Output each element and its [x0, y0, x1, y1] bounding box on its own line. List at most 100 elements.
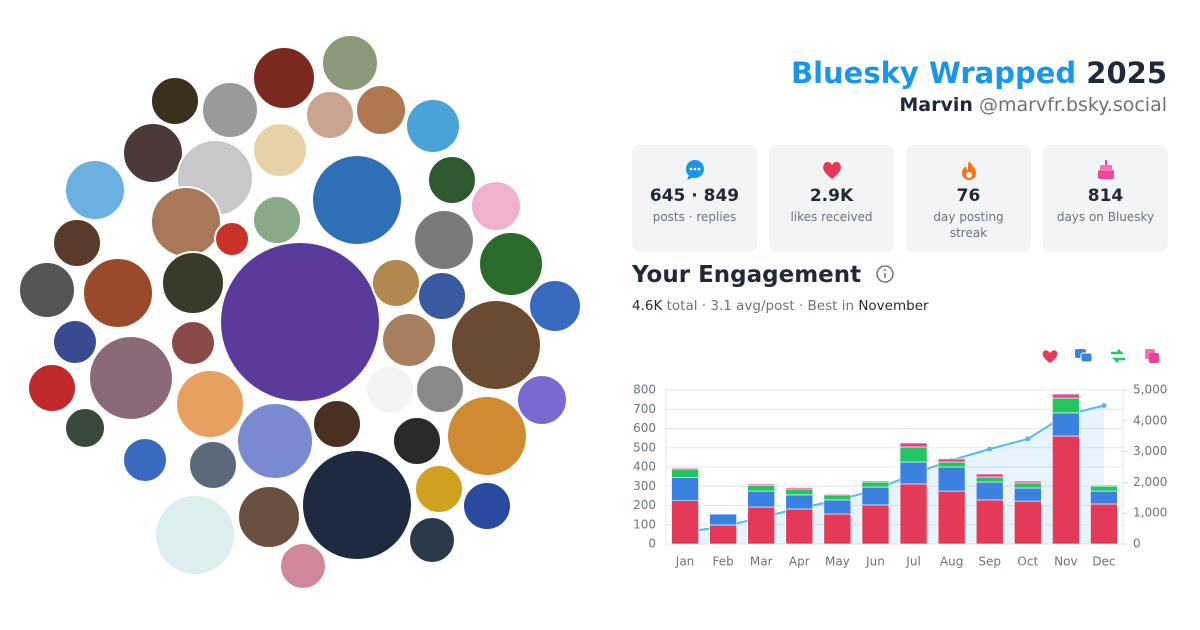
avatar [214, 221, 250, 257]
bar-segment [1090, 485, 1118, 492]
avatar [252, 46, 316, 110]
avatar [236, 402, 314, 480]
info-icon[interactable] [875, 264, 895, 284]
y2-tick-label: 5,000 [1133, 383, 1167, 397]
bar-segment [937, 461, 966, 468]
line-point [987, 446, 993, 452]
avatar [122, 122, 184, 184]
avatar [188, 440, 238, 490]
avatar [321, 34, 379, 92]
line-point [872, 487, 878, 493]
posts-icon [686, 160, 704, 180]
x-tick-label: Nov [1054, 555, 1077, 569]
bar-segment [1052, 397, 1080, 414]
avatar [201, 81, 259, 139]
x-tick-label: Jul [905, 555, 920, 569]
bar-segment [785, 488, 814, 496]
avatar [528, 279, 582, 333]
avatar [381, 312, 437, 368]
engagement-summary: 4.6K total · 3.1 avg/post · Best in Nove… [632, 298, 929, 314]
stat-card: 814 days on Bluesky [1043, 145, 1168, 252]
line-point [1063, 412, 1069, 418]
x-tick-label: Feb [713, 555, 734, 569]
line [684, 404, 1105, 533]
line-point [949, 457, 955, 463]
bar-segment [861, 486, 890, 506]
avatar [252, 122, 308, 178]
y-tick-label: 700 [633, 402, 656, 416]
bar-segment [861, 504, 890, 545]
year: 2025 [1086, 56, 1167, 90]
legend-icon [1080, 352, 1093, 363]
avatar [219, 241, 381, 403]
avatar [417, 271, 467, 321]
user: Marvin @marvfr.bsky.social [899, 94, 1167, 116]
avatar [154, 494, 236, 576]
bar-segment [671, 477, 699, 501]
bar-segment [785, 494, 814, 510]
bar-segment [1052, 412, 1080, 437]
y-tick-label: 0 [648, 537, 656, 551]
y-tick-label: 800 [633, 383, 656, 397]
avatar [413, 209, 475, 271]
x-tick-label: Jan [675, 555, 695, 569]
avatar [415, 364, 465, 414]
avatar [122, 437, 168, 483]
bar-segment [1013, 487, 1042, 502]
avatar [408, 516, 456, 564]
avatar [88, 335, 174, 421]
avatar [52, 319, 98, 365]
y2-tick-label: 0 [1133, 537, 1141, 551]
bar-segment [785, 508, 814, 545]
section-title: Your Engagement [632, 262, 895, 288]
streak-icon [962, 161, 976, 180]
x-tick-label: Apr [789, 555, 810, 569]
bar-segment [899, 442, 928, 448]
bar-segment [861, 481, 890, 488]
bar-segment [709, 513, 737, 526]
bar-segment [747, 485, 776, 492]
bar-segment [1090, 490, 1118, 505]
y2-tick-label: 3,000 [1133, 444, 1167, 458]
bar-segment [975, 473, 1004, 478]
bar-segment [747, 506, 776, 545]
avatar [470, 180, 522, 232]
stat-label: posts · replies [652, 210, 737, 224]
avatar [237, 485, 301, 549]
avatar [150, 186, 222, 258]
x-tick-label: Aug [940, 555, 963, 569]
legend-icon [1149, 353, 1159, 363]
app-title: Bluesky Wrapped [790, 56, 1077, 90]
bar-segment [671, 468, 699, 478]
legend-icon [1111, 349, 1125, 363]
area-fill [685, 405, 1104, 544]
line-point [1101, 402, 1107, 408]
line-point [720, 524, 726, 530]
cake-icon [1098, 160, 1114, 179]
bar-segment [975, 476, 1004, 483]
x-tick-label: Oct [1017, 555, 1038, 569]
stat-value: 76 [956, 186, 981, 206]
bar-segment [671, 467, 699, 470]
y-tick-label: 100 [633, 517, 656, 531]
legend-icon [1042, 350, 1058, 363]
bar-segment [671, 500, 699, 545]
stat-value: 2.9K [809, 186, 854, 206]
bar-segment [1090, 484, 1118, 487]
x-tick-label: Sep [978, 555, 1001, 569]
title: Bluesky Wrapped 2025 [791, 56, 1167, 90]
bar-segment [899, 483, 928, 545]
user-name: Marvin [899, 94, 973, 116]
line-point [758, 514, 764, 520]
bar-segment [709, 524, 737, 545]
avatar [18, 261, 76, 319]
y-tick-label: 500 [633, 440, 656, 454]
avatar [305, 90, 355, 140]
avatar [64, 407, 106, 449]
stat-card: 2.9K likes received [769, 145, 894, 252]
x-tick-label: Mar [750, 555, 773, 569]
bar-segment [747, 490, 776, 508]
avatar [405, 98, 461, 154]
bar-segment [937, 458, 966, 463]
y-tick-label: 300 [633, 479, 656, 493]
